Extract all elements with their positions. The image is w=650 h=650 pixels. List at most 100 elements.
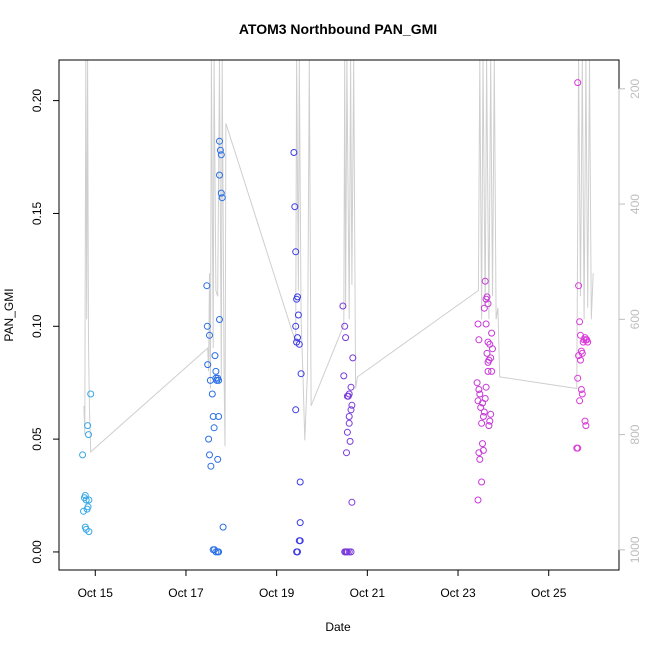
secondary-y-tick-label: 400 xyxy=(628,194,642,214)
data-point xyxy=(574,79,582,87)
data-point xyxy=(204,361,212,369)
data-point xyxy=(481,277,489,285)
data-point xyxy=(480,408,488,416)
data-point xyxy=(296,537,304,545)
data-point xyxy=(578,390,586,398)
data-point xyxy=(80,507,87,515)
data-point xyxy=(85,431,92,439)
data-point xyxy=(294,548,301,556)
data-point xyxy=(477,404,485,411)
y-axis: 0.00 0.05 0.10 0.15 0.20 xyxy=(30,89,60,564)
data-point xyxy=(212,374,220,382)
data-point xyxy=(208,390,216,398)
data-point xyxy=(79,451,87,459)
data-point xyxy=(212,367,220,375)
data-point xyxy=(487,354,495,362)
data-point xyxy=(339,302,347,310)
data-point xyxy=(478,478,486,486)
data-point xyxy=(482,383,490,391)
y-tick-label: 0.05 xyxy=(30,427,44,451)
data-point xyxy=(475,336,483,344)
x-axis: Oct 15 Oct 17 Oct 19 Oct 21 Oct 23 Oct 25 xyxy=(78,569,567,600)
plot-frame xyxy=(58,59,620,571)
data-point xyxy=(347,548,355,556)
x-tick-label: Oct 21 xyxy=(350,586,386,600)
data-point xyxy=(215,413,223,420)
data-point xyxy=(340,372,348,380)
data-point xyxy=(480,304,488,312)
data-point xyxy=(484,367,492,375)
data-points-layer xyxy=(79,79,592,556)
y-tick-label: 0.00 xyxy=(30,540,44,564)
data-point xyxy=(348,401,356,409)
chart-title: ATOM3 Northbound PAN_GMI xyxy=(239,21,437,37)
data-point xyxy=(576,318,584,326)
data-point xyxy=(474,496,482,504)
data-point xyxy=(577,356,584,364)
data-point xyxy=(577,386,585,393)
data-point xyxy=(219,523,227,531)
data-point xyxy=(296,519,304,527)
data-point xyxy=(576,397,584,405)
data-point xyxy=(345,413,353,420)
x-axis-label: Date xyxy=(325,620,351,634)
secondary-y-tick-label: 1000 xyxy=(628,536,642,563)
data-point xyxy=(486,417,494,425)
data-point xyxy=(214,455,222,463)
data-point xyxy=(487,410,495,418)
data-point xyxy=(294,293,301,301)
data-point xyxy=(349,354,357,362)
data-point xyxy=(215,548,223,556)
data-point xyxy=(291,203,299,211)
data-point xyxy=(575,352,583,360)
data-point xyxy=(574,444,582,452)
data-point xyxy=(346,437,354,445)
data-point xyxy=(84,503,92,511)
data-point xyxy=(347,406,355,414)
data-point xyxy=(82,496,90,504)
data-point xyxy=(210,424,218,432)
data-point xyxy=(575,282,583,290)
data-point xyxy=(217,189,225,197)
data-point xyxy=(485,356,493,364)
data-point xyxy=(84,422,92,430)
secondary-y-axis: 200 400 600 800 1000 xyxy=(618,78,642,563)
data-point xyxy=(217,151,225,159)
secondary-y-tick-label: 200 xyxy=(628,78,642,98)
data-point xyxy=(207,462,215,470)
secondary-y-tick-label: 800 xyxy=(628,424,642,444)
data-point xyxy=(343,428,351,436)
data-point xyxy=(475,386,483,393)
data-point xyxy=(85,528,93,536)
data-point xyxy=(484,300,492,308)
data-point xyxy=(205,435,213,443)
data-point xyxy=(292,406,300,414)
data-point xyxy=(483,293,491,301)
data-point xyxy=(478,419,486,427)
pressure-line xyxy=(83,59,594,453)
data-point xyxy=(85,496,93,504)
data-point xyxy=(481,395,489,402)
data-point xyxy=(476,390,484,398)
data-point xyxy=(292,322,300,330)
data-point xyxy=(294,311,302,319)
data-point xyxy=(290,149,298,156)
data-point xyxy=(488,329,496,337)
y-tick-label: 0.15 xyxy=(30,201,44,225)
data-point xyxy=(475,449,483,457)
data-point xyxy=(345,390,353,398)
data-point xyxy=(341,322,349,330)
data-point xyxy=(206,331,213,339)
data-point xyxy=(347,383,355,391)
data-point xyxy=(584,338,592,346)
data-point xyxy=(216,146,224,154)
data-point xyxy=(479,440,486,448)
y-tick-label: 0.20 xyxy=(30,89,44,113)
data-point xyxy=(216,171,223,179)
data-point xyxy=(343,392,351,400)
data-point xyxy=(203,322,211,330)
data-point xyxy=(203,282,211,290)
data-point xyxy=(488,367,496,375)
pressure-line-layer xyxy=(83,59,594,453)
